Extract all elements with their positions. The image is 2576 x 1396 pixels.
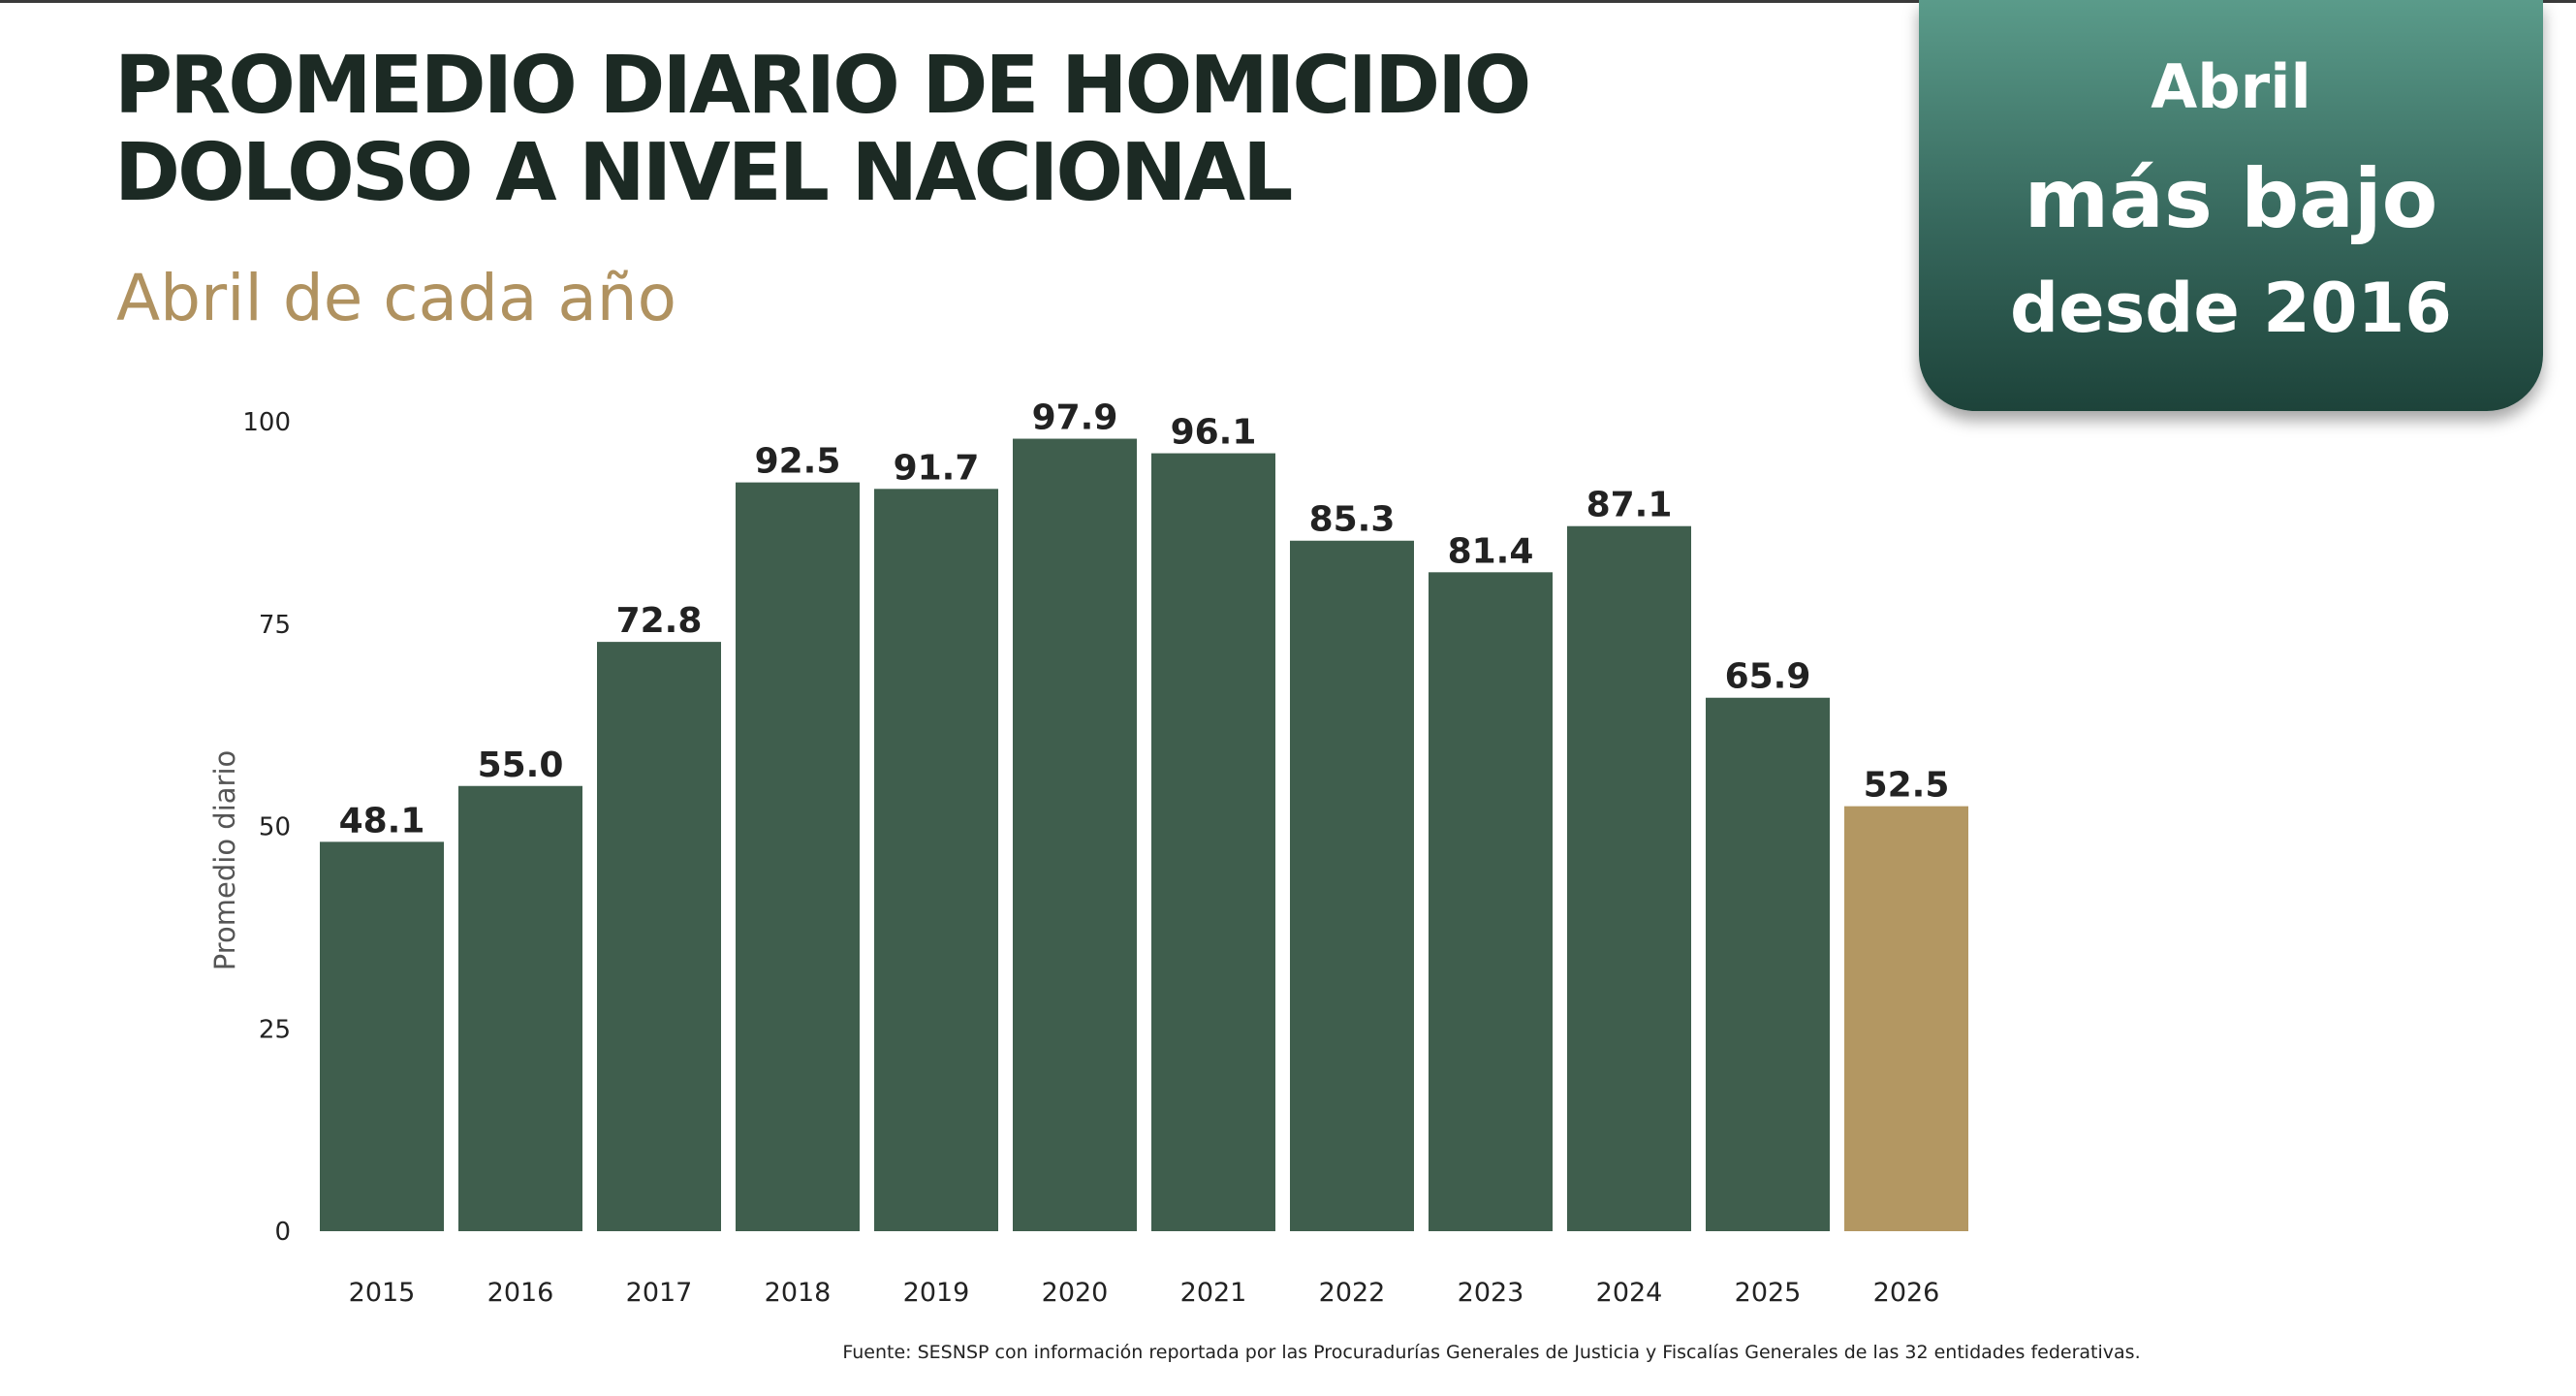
x-tick-label: 2021 [1180, 1278, 1247, 1308]
bar-2018 [736, 482, 860, 1231]
callout-line-2: más bajo [2024, 151, 2438, 246]
bar-value-label: 48.1 [339, 801, 425, 841]
bar-2019 [874, 489, 998, 1231]
x-tick-label: 2018 [765, 1278, 832, 1308]
bar-value-label: 81.4 [1448, 531, 1534, 571]
bar-value-label: 72.8 [616, 601, 703, 641]
y-tick-label: 0 [274, 1218, 291, 1247]
bar-2021 [1151, 453, 1275, 1231]
bar-value-label: 55.0 [478, 746, 564, 785]
source-footnote: Fuente: SESNSP con información reportada… [842, 1342, 2141, 1363]
bar-2016 [458, 785, 582, 1231]
bar-2026 [1844, 806, 1968, 1231]
x-tick-label: 2023 [1458, 1278, 1524, 1308]
top-divider [0, 0, 2576, 3]
bar-value-label: 91.7 [894, 448, 980, 488]
y-axis-label: Promedio diario [208, 750, 241, 970]
bar-2020 [1013, 438, 1137, 1231]
x-tick-label: 2026 [1873, 1278, 1940, 1308]
y-tick-label: 75 [259, 611, 291, 640]
highlight-callout: Abril más bajo desde 2016 [1919, 0, 2543, 411]
bar-2022 [1290, 540, 1414, 1231]
bar-value-label: 96.1 [1171, 413, 1257, 453]
bar-2024 [1567, 525, 1691, 1231]
bar-2017 [597, 642, 721, 1231]
x-tick-label: 2024 [1596, 1278, 1663, 1308]
callout-line-1: Abril [2151, 51, 2311, 122]
title-line-2: DOLOSO A NIVEL NACIONAL [114, 127, 1293, 219]
bar-2023 [1429, 572, 1553, 1231]
x-tick-label: 2016 [487, 1278, 554, 1308]
bar-chart: 0 25 50 75 100 Promedio diario 48.1 2015 55.0 201… [208, 398, 1968, 1308]
bar-value-label: 87.1 [1586, 486, 1673, 525]
bar-2025 [1706, 697, 1830, 1231]
callout-line-3: desde 2016 [2009, 269, 2453, 348]
bar-value-label: 97.9 [1032, 398, 1118, 438]
title-line-1: PROMEDIO DIARIO DE HOMICIDIO [114, 40, 1531, 132]
x-tick-label: 2020 [1042, 1278, 1109, 1308]
x-tick-label: 2015 [349, 1278, 416, 1308]
y-tick-label: 50 [259, 813, 291, 842]
bar-value-label: 52.5 [1864, 766, 1950, 806]
y-tick-label: 100 [242, 408, 291, 437]
x-tick-label: 2017 [626, 1278, 693, 1308]
page-subtitle: Abril de cada año [116, 261, 677, 335]
bar-value-label: 65.9 [1725, 657, 1811, 697]
bar-value-label: 85.3 [1309, 500, 1396, 540]
bar-2015 [320, 841, 444, 1231]
bar-value-label: 92.5 [755, 442, 841, 482]
y-tick-label: 25 [259, 1015, 291, 1044]
x-tick-label: 2025 [1735, 1278, 1802, 1308]
page-title: PROMEDIO DIARIO DE HOMICIDIO DOLOSO A NI… [114, 40, 1531, 219]
x-tick-label: 2022 [1319, 1278, 1386, 1308]
x-tick-label: 2019 [903, 1278, 970, 1308]
